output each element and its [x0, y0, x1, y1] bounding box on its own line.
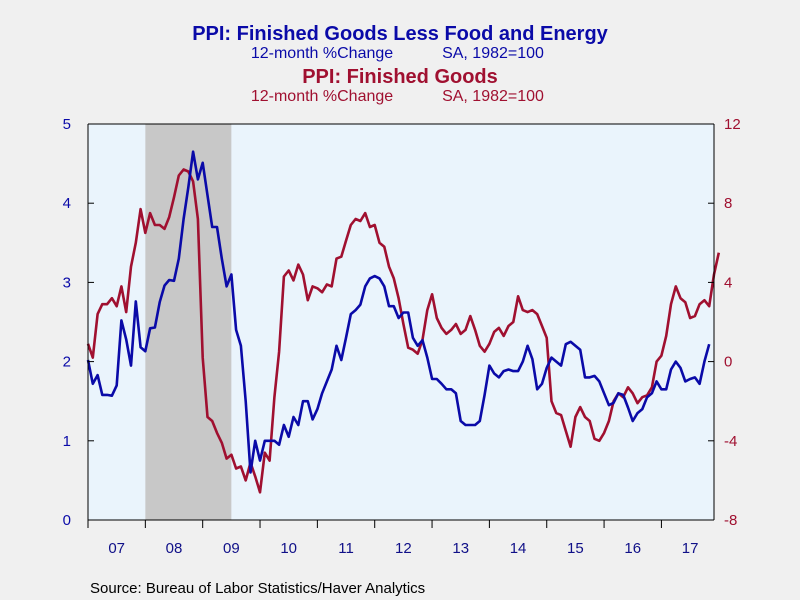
x-tick-label: 10: [280, 540, 297, 557]
x-tick-label: 17: [682, 540, 699, 557]
right-tick-label: 0: [724, 354, 732, 371]
x-tick-label: 07: [108, 540, 125, 557]
x-tick-label: 15: [567, 540, 584, 557]
chart-subtitle-1-left: 12-month %Change: [251, 45, 393, 62]
left-tick-label: 2: [63, 354, 71, 371]
left-tick-label: 3: [63, 274, 71, 291]
left-tick-label: 4: [63, 195, 71, 212]
chart-title-2: PPI: Finished Goods: [302, 66, 498, 88]
x-tick-label: 13: [452, 540, 469, 557]
source-note: Source: Bureau of Labor Statistics/Haver…: [90, 580, 425, 597]
right-tick-label: -8: [724, 512, 737, 529]
x-tick-label: 16: [624, 540, 641, 557]
chart-subtitle-1-right: SA, 1982=100: [442, 45, 544, 62]
right-tick-label: 4: [724, 274, 732, 291]
chart-subtitle-2-right: SA, 1982=100: [442, 88, 544, 105]
right-tick-label: 12: [724, 116, 741, 133]
series-line-core-ppi: [86, 150, 711, 474]
x-tick-label: 14: [510, 540, 527, 557]
x-tick-label: 11: [338, 540, 354, 557]
right-tick-label: -4: [724, 433, 737, 450]
series-layer: [86, 150, 721, 494]
x-tick-label: 09: [223, 540, 240, 557]
x-tick-label: 12: [395, 540, 412, 557]
left-tick-label: 0: [63, 512, 71, 529]
right-tick-label: 8: [724, 195, 732, 212]
chart-subtitle-2-left: 12-month %Change: [251, 88, 393, 105]
x-tick-label: 08: [166, 540, 183, 557]
left-tick-label: 1: [63, 433, 71, 450]
chart-title-1: PPI: Finished Goods Less Food and Energy: [192, 23, 608, 45]
left-tick-label: 5: [63, 116, 71, 133]
